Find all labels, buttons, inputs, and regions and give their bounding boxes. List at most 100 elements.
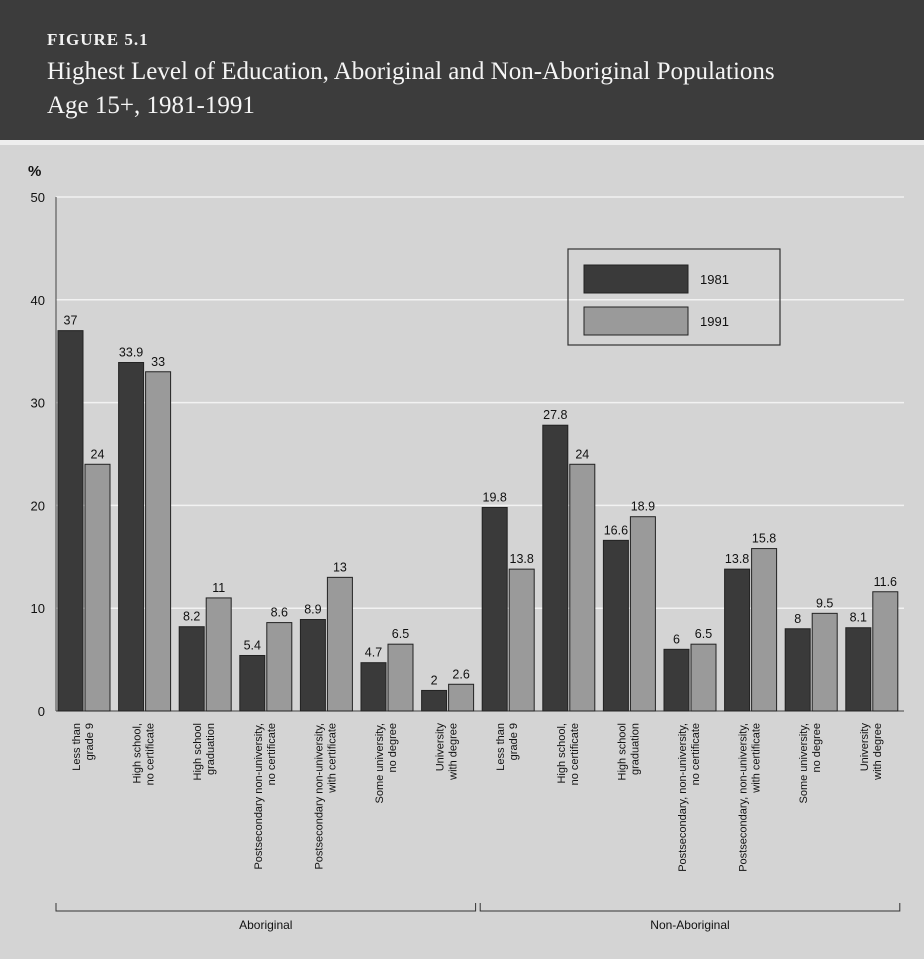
data-label: 11.6 (874, 575, 897, 589)
category-label-line: High school (192, 723, 204, 780)
category-label: Postsecondary non-university, no certific… (253, 723, 278, 870)
category-label-line: University (435, 723, 447, 772)
data-label: 15.8 (752, 532, 776, 546)
bar-1991 (629, 516, 656, 712)
bar-1981 (118, 362, 145, 712)
category-label-line: Postsecondary, non-university, (677, 723, 689, 872)
data-label: 13.8 (725, 552, 749, 566)
y-tick-label: 30 (31, 396, 45, 411)
category-label: High school graduation (192, 723, 217, 780)
data-label: 8.1 (850, 611, 867, 625)
bar-1981 (845, 627, 872, 712)
bar-1981 (239, 654, 266, 712)
category-label-line: no degree (811, 723, 823, 773)
y-tick-label: 40 (31, 293, 45, 308)
y-tick-label: 10 (31, 601, 45, 616)
category-label-line: Some university, (798, 723, 810, 804)
legend-swatch-1991 (583, 306, 689, 336)
bar-1981 (178, 626, 205, 712)
bar-chart: % 0 10 20 30 40 50 37 24 33.9 33 8.2 11 5.4 8.6 8.9 13… (28, 163, 904, 932)
category-label: High school, no certificate (556, 723, 581, 785)
bar-1991 (145, 371, 172, 712)
data-label: 4.7 (365, 646, 382, 660)
bar-1981 (57, 330, 84, 712)
header-divider (0, 140, 924, 145)
category-label-line: Postsecondary non-university, (253, 723, 265, 870)
data-label: 6.5 (392, 627, 409, 641)
data-label: 6.5 (695, 627, 712, 641)
category-label-line: graduation (205, 723, 217, 775)
legend-label: 1981 (700, 272, 729, 287)
data-label: 37 (64, 314, 78, 328)
group-label: Aboriginal (239, 918, 292, 932)
category-label-line: Less than (71, 723, 83, 771)
category-label-line: graduation (629, 723, 641, 775)
category-label-line: High school (616, 723, 628, 780)
legend-box (567, 248, 781, 346)
data-label: 16.6 (604, 523, 628, 537)
category-label: Postsecondary, non-university, with certi… (738, 723, 763, 872)
category-label: High school graduation (616, 723, 641, 780)
data-label: 13 (333, 560, 347, 574)
data-label: 24 (91, 447, 105, 461)
legend-swatch-1981 (583, 264, 689, 294)
data-label: 8.9 (304, 603, 321, 617)
bar-1991 (811, 612, 838, 712)
data-label: 9.5 (816, 596, 833, 610)
data-label: 33 (151, 355, 165, 369)
category-label: Postsecondary, non-university, no certifi… (677, 723, 702, 872)
category-label-line: no certificate (569, 723, 581, 785)
category-label-line: no certificate (266, 723, 278, 785)
bar-1991 (751, 548, 778, 712)
bar-1981 (663, 648, 690, 712)
gridlines (56, 196, 904, 609)
bar-1991 (690, 643, 717, 712)
legend: 1981 1991 (567, 248, 781, 346)
y-axis-label: % (28, 163, 41, 180)
category-label-line: Some university, (374, 723, 386, 804)
category-label: University with degree (435, 723, 460, 781)
bar-1981 (360, 662, 387, 712)
category-label-line: grade 9 (84, 723, 96, 760)
group-label: Non-Aboriginal (650, 918, 729, 932)
bar-1981 (784, 628, 811, 712)
category-label: High school, no certificate (132, 723, 157, 785)
category-label-line: no certificate (690, 723, 702, 785)
bar-1981 (724, 568, 751, 712)
category-labels: Less than grade 9 High school, no certifica… (71, 723, 884, 872)
bar-1991 (205, 597, 232, 712)
bar-1991 (872, 591, 899, 712)
data-label: 8 (794, 612, 801, 626)
category-label-line: University (859, 723, 871, 772)
y-tick-label: 0 (38, 704, 45, 719)
category-label: Some university, no degree (798, 723, 823, 804)
data-label: 19.8 (483, 490, 507, 504)
category-label-line: grade 9 (508, 723, 520, 760)
data-label: 18.9 (631, 500, 655, 514)
category-label-line: High school, (132, 723, 144, 784)
bar-1991 (326, 576, 353, 712)
category-label: Postsecondary non-university, with certif… (313, 723, 338, 870)
category-label-line: Postsecondary, non-university, (738, 723, 750, 872)
bar-1981 (542, 424, 569, 712)
figure-label: FIGURE 5.1 (47, 30, 149, 49)
category-label-line: with certificate (751, 723, 763, 794)
bar-1991 (387, 643, 414, 712)
category-label-line: High school, (556, 723, 568, 784)
data-label: 6 (673, 632, 680, 646)
category-label-line: with certificate (326, 723, 338, 794)
category-label-line: Postsecondary non-university, (313, 723, 325, 870)
data-labels: 37 24 33.9 33 8.2 11 5.4 8.6 8.9 13 4.7 6.5 2 2.6 19.8… (64, 314, 897, 688)
category-label: University with degree (859, 723, 884, 781)
group-bracket (55, 903, 477, 912)
bar-1981 (481, 506, 508, 712)
chart-title-line-2: Age 15+, 1981-1991 (47, 92, 255, 119)
category-label-line: no degree (387, 723, 399, 773)
data-label: 24 (575, 447, 589, 461)
data-label: 13.8 (510, 552, 534, 566)
y-tick-label: 20 (31, 498, 45, 513)
data-label: 11 (212, 581, 225, 595)
bar-1991 (569, 463, 596, 712)
bar-1981 (421, 689, 448, 712)
y-tick-label: 50 (31, 190, 45, 205)
